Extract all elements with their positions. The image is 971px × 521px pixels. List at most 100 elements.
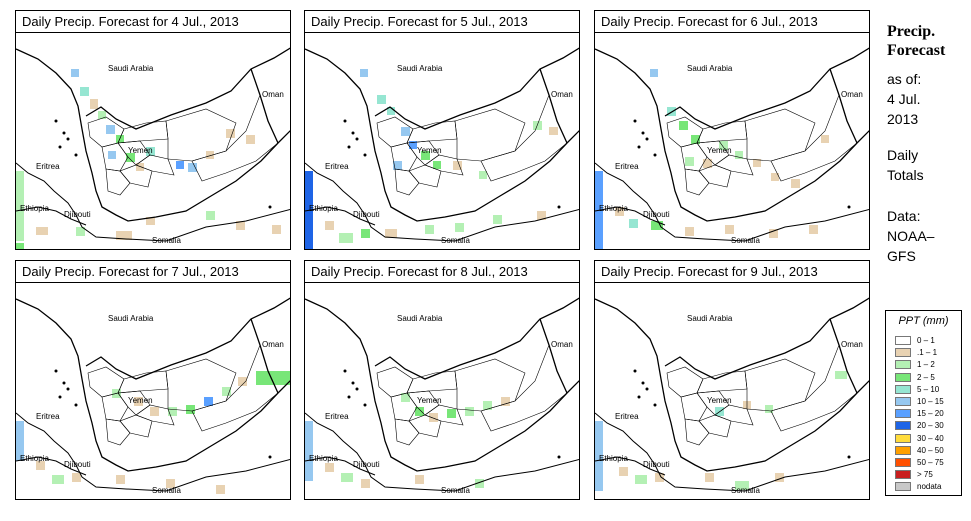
precip-cell: [325, 221, 334, 230]
precip-cell: [256, 371, 290, 385]
governorate-boundary: [376, 366, 414, 398]
precip-cell: [206, 151, 214, 159]
legend-item: 0 – 1: [895, 335, 935, 346]
boundary-line: [16, 298, 290, 472]
daily-label: Daily: [887, 147, 919, 163]
precip-cell: [385, 229, 397, 238]
map-label-somalia: Somalia: [731, 486, 760, 495]
governorate-boundary: [714, 154, 754, 176]
boundary-line: [595, 412, 869, 492]
governorate-boundary: [744, 358, 816, 412]
boundary-line: [595, 48, 869, 222]
precip-cell: [71, 69, 79, 77]
forecast-map-panel: Saudi Arabia Oman Yemen Eritrea Ethiopia Djib…: [304, 10, 580, 250]
data-label: Data:: [887, 208, 921, 224]
governorate-boundary: [714, 404, 754, 426]
legend-swatch: [895, 433, 911, 443]
map-label-ethiopia: Ethiopia: [599, 454, 628, 463]
map-label-saudi: Saudi Arabia: [397, 314, 443, 323]
island-mark: [641, 131, 645, 135]
precip-cell: [465, 407, 474, 416]
governorate-boundary: [770, 344, 858, 432]
map-label-yemen: Yemen: [417, 146, 442, 155]
map-label-ethiopia: Ethiopia: [309, 454, 338, 463]
boundary-line: [595, 162, 869, 242]
precip-cell: [204, 397, 213, 406]
precip-cell: [493, 215, 502, 224]
precip-cell: [401, 127, 410, 136]
precip-cell: [360, 69, 368, 77]
precip-cell: [150, 407, 159, 416]
precip-cell: [679, 121, 688, 130]
precip-cell: [116, 475, 125, 484]
island-mark: [847, 205, 851, 209]
map-label-somalia: Somalia: [152, 236, 181, 245]
boundary-line: [16, 162, 290, 242]
island-mark: [74, 153, 78, 157]
precip-cell: [455, 223, 464, 232]
legend-swatch: [895, 409, 911, 419]
island-mark: [557, 455, 561, 459]
precip-cell: [775, 473, 784, 482]
island-mark: [54, 369, 58, 373]
precip-cell: [685, 227, 694, 236]
map-label-oman: Oman: [841, 340, 863, 349]
governorate-boundary: [480, 94, 568, 182]
boundary-line: [16, 48, 290, 222]
island-mark: [653, 403, 657, 407]
precip-cell: [393, 161, 402, 170]
governorate-boundary: [119, 164, 153, 188]
island-mark: [653, 153, 657, 157]
governorate-boundary: [454, 108, 526, 162]
precip-cell: [339, 233, 353, 243]
island-mark: [363, 403, 367, 407]
legend-swatch: [895, 445, 911, 455]
island-mark: [347, 145, 351, 149]
precip-cell: [206, 211, 215, 220]
map-label-somalia: Somalia: [441, 486, 470, 495]
boundary-line: [664, 297, 869, 380]
island-mark: [58, 145, 62, 149]
boundary-line: [539, 318, 568, 394]
legend-label: nodata: [917, 482, 942, 492]
ppt-legend: PPT (mm) 0 – 1 .1 – 1 1 – 2 2 – 5 5 – 10 10 –…: [885, 310, 962, 496]
precip-map: Saudi Arabia Oman Yemen Eritrea Ethiopia Djib…: [305, 297, 579, 495]
precip-cell: [168, 407, 177, 416]
boundary-line: [250, 68, 279, 144]
map-label-ethiopia: Ethiopia: [599, 204, 628, 213]
island-mark: [557, 205, 561, 209]
totals-label: Totals: [887, 167, 924, 183]
precip-cell: [16, 243, 24, 249]
panel-title: Daily Precip. Forecast for 7 Jul., 2013: [15, 260, 291, 283]
governorate-boundary: [191, 94, 279, 182]
precip-cell: [651, 221, 663, 230]
island-mark: [62, 381, 66, 385]
island-mark: [847, 455, 851, 459]
precip-cell: [771, 173, 779, 181]
precip-cell: [146, 217, 155, 225]
boundary-line: [305, 206, 376, 226]
legend-label: 5 – 10: [917, 384, 940, 394]
map-label-djibouti: Djibouti: [643, 460, 670, 469]
precip-cell: [549, 127, 558, 135]
precip-cell: [341, 473, 353, 482]
governorate-boundary: [698, 164, 732, 188]
precip-cell: [166, 479, 175, 488]
governorate-boundary: [666, 366, 704, 398]
precip-cell: [537, 211, 546, 220]
legend-item: 5 – 10: [895, 384, 939, 395]
precip-cell: [725, 225, 734, 234]
island-mark: [645, 137, 649, 141]
asof-year: 2013: [887, 111, 919, 127]
precip-cell: [377, 95, 386, 104]
legend-label: 10 – 15: [917, 397, 944, 406]
legend-swatch: [895, 421, 911, 431]
asof-label: as of:: [887, 71, 922, 87]
forecast-map-panel: Saudi Arabia Oman Yemen Eritrea Ethiopia Djib…: [594, 260, 870, 500]
legend-label: 40 – 50: [917, 445, 944, 455]
map-label-oman: Oman: [262, 340, 284, 349]
governorate-boundary: [135, 154, 175, 176]
precip-cell: [146, 147, 155, 156]
legend-label: .1 – 1: [917, 348, 938, 358]
legend-swatch: [895, 360, 911, 370]
